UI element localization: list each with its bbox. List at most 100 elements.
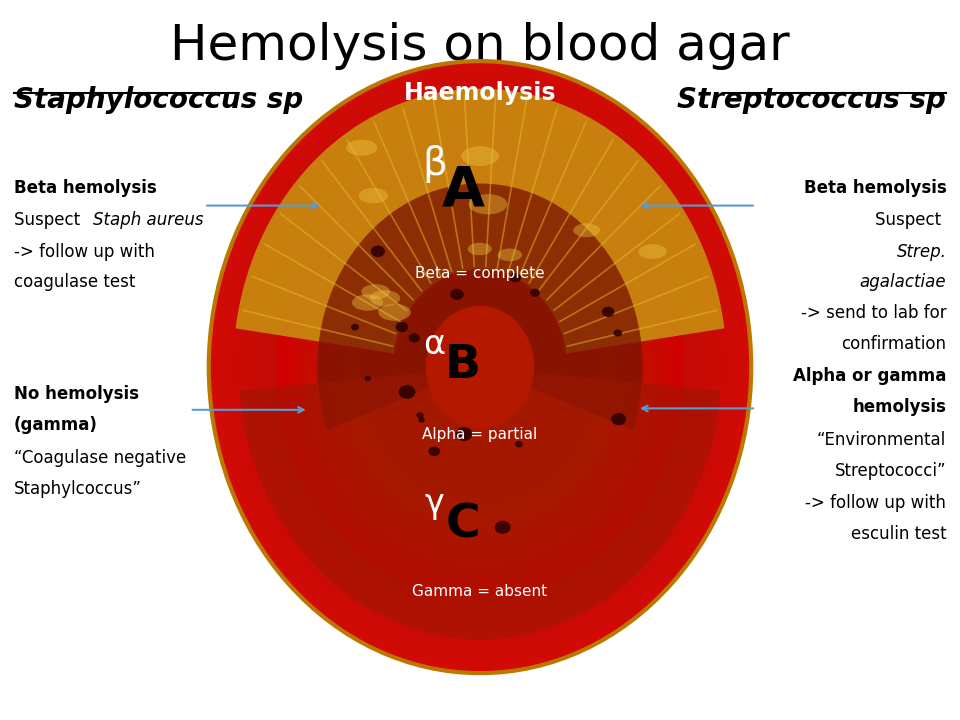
Text: Strep.: Strep. — [897, 243, 947, 261]
Ellipse shape — [440, 321, 520, 413]
Polygon shape — [235, 89, 725, 354]
Ellipse shape — [372, 245, 588, 490]
Text: (gamma): (gamma) — [13, 415, 98, 433]
Text: Suspect: Suspect — [13, 210, 85, 228]
Ellipse shape — [358, 230, 602, 505]
Ellipse shape — [321, 187, 639, 547]
Ellipse shape — [351, 222, 609, 513]
Ellipse shape — [412, 291, 548, 444]
Ellipse shape — [422, 302, 538, 432]
Ellipse shape — [219, 73, 741, 662]
Ellipse shape — [530, 289, 540, 297]
Ellipse shape — [239, 96, 721, 639]
Ellipse shape — [283, 145, 677, 589]
Text: α: α — [423, 328, 445, 361]
Ellipse shape — [361, 233, 599, 501]
Text: esculin test: esculin test — [851, 525, 947, 543]
Text: -> follow up with: -> follow up with — [13, 243, 155, 261]
Text: Beta hemolysis: Beta hemolysis — [13, 179, 156, 197]
Ellipse shape — [270, 130, 690, 604]
Ellipse shape — [446, 329, 514, 405]
Ellipse shape — [468, 194, 507, 215]
Text: Hemolysis on blood agar: Hemolysis on blood agar — [170, 22, 790, 70]
Ellipse shape — [280, 141, 680, 593]
Ellipse shape — [473, 359, 487, 375]
Ellipse shape — [370, 290, 400, 306]
Ellipse shape — [256, 114, 704, 620]
Ellipse shape — [354, 225, 606, 508]
Ellipse shape — [371, 246, 385, 257]
Ellipse shape — [303, 168, 657, 566]
Ellipse shape — [463, 348, 497, 386]
Text: Beta hemolysis: Beta hemolysis — [804, 179, 947, 197]
Ellipse shape — [365, 237, 595, 498]
Text: Staphylcoccus”: Staphylcoccus” — [13, 480, 142, 498]
Ellipse shape — [638, 244, 667, 259]
Ellipse shape — [461, 146, 499, 166]
Ellipse shape — [453, 336, 507, 397]
Ellipse shape — [252, 111, 708, 624]
Ellipse shape — [324, 191, 636, 543]
Ellipse shape — [327, 195, 633, 539]
Ellipse shape — [409, 287, 551, 447]
Ellipse shape — [359, 188, 388, 203]
Ellipse shape — [378, 304, 411, 321]
Text: β: β — [422, 145, 446, 184]
Ellipse shape — [419, 298, 541, 436]
Ellipse shape — [425, 306, 535, 428]
Ellipse shape — [338, 207, 622, 528]
Ellipse shape — [351, 324, 359, 330]
Ellipse shape — [226, 80, 734, 654]
Ellipse shape — [236, 91, 724, 642]
Ellipse shape — [212, 65, 748, 670]
Text: Alpha or gamma: Alpha or gamma — [793, 367, 947, 385]
Ellipse shape — [510, 273, 521, 282]
Polygon shape — [317, 184, 643, 430]
Ellipse shape — [294, 157, 666, 577]
Ellipse shape — [436, 318, 524, 417]
Text: -> send to lab for: -> send to lab for — [801, 305, 947, 323]
Ellipse shape — [467, 352, 493, 382]
Text: γ: γ — [424, 487, 444, 521]
Ellipse shape — [398, 385, 416, 399]
Ellipse shape — [287, 149, 673, 585]
Ellipse shape — [243, 99, 717, 635]
Ellipse shape — [348, 218, 612, 516]
Text: coagulase test: coagulase test — [13, 273, 135, 291]
Ellipse shape — [428, 446, 440, 456]
Ellipse shape — [573, 223, 600, 238]
Polygon shape — [240, 372, 720, 639]
Text: Suspect: Suspect — [875, 210, 947, 228]
Ellipse shape — [314, 180, 646, 554]
Ellipse shape — [276, 138, 684, 597]
Ellipse shape — [216, 68, 744, 665]
Text: “Coagulase negative: “Coagulase negative — [13, 449, 186, 467]
Ellipse shape — [250, 107, 710, 627]
Ellipse shape — [469, 356, 491, 379]
Ellipse shape — [456, 341, 504, 394]
Text: B: B — [444, 343, 481, 388]
Ellipse shape — [290, 153, 670, 581]
Ellipse shape — [402, 279, 558, 455]
Ellipse shape — [382, 256, 578, 478]
Ellipse shape — [417, 413, 423, 418]
Ellipse shape — [409, 333, 420, 343]
Ellipse shape — [347, 140, 377, 156]
Ellipse shape — [416, 294, 544, 440]
Text: Staph aureus: Staph aureus — [93, 210, 204, 228]
Ellipse shape — [331, 199, 629, 536]
Ellipse shape — [516, 441, 523, 447]
Text: Streptococci”: Streptococci” — [834, 462, 947, 480]
Ellipse shape — [392, 268, 568, 467]
Ellipse shape — [352, 294, 383, 311]
Text: confirmation: confirmation — [841, 335, 947, 353]
Ellipse shape — [310, 176, 650, 559]
Ellipse shape — [378, 253, 582, 482]
Ellipse shape — [341, 210, 619, 524]
Text: Beta = complete: Beta = complete — [415, 266, 545, 281]
Ellipse shape — [317, 184, 643, 551]
Ellipse shape — [267, 126, 693, 608]
Ellipse shape — [229, 84, 731, 650]
Text: Gamma = absent: Gamma = absent — [413, 584, 547, 599]
Ellipse shape — [307, 172, 653, 562]
